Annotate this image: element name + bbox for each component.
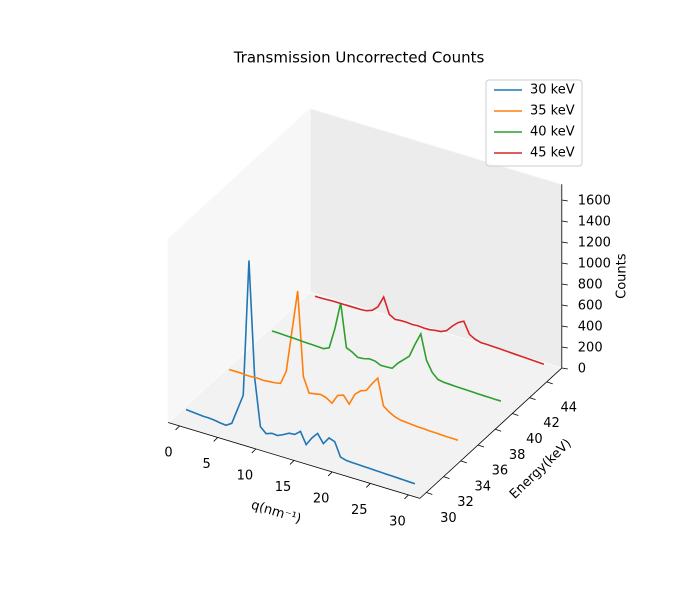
x-tick [404,494,409,500]
y-tick [512,413,519,416]
z-tick [561,199,568,202]
y-tick-label: 32 [457,495,474,510]
z-tick-label: 1000 [578,257,611,272]
y-tick [529,397,536,401]
z-tick-label: 0 [578,362,586,377]
legend-label: 40 keV [530,125,575,140]
x-tick-label: 25 [351,503,368,518]
z-tick [561,367,568,370]
z-tick-label: 1200 [578,236,611,251]
z-tick-label: 400 [578,320,603,335]
y-tick [443,476,450,480]
z-tick-label: 200 [578,341,603,356]
x-tick [327,471,333,477]
legend-label: 45 keV [530,146,575,161]
chart-title: Transmission Uncorrected Counts [233,49,485,67]
x-tick-label: 0 [164,445,172,460]
z-tick [561,283,568,286]
y-tick-label: 40 [526,432,543,447]
x-tick-label: 30 [389,514,406,529]
y-tick-label: 42 [543,416,560,431]
series-line [271,302,502,402]
y-tick [546,381,553,385]
series-line [314,295,545,365]
y-tick [477,444,485,448]
z-tick [561,220,568,223]
series-line [228,290,459,442]
z-tick [561,346,568,349]
z-tick [561,325,568,328]
legend-label: 30 keV [530,83,575,98]
y-axis [419,367,563,499]
z-tick-label: 600 [578,299,603,314]
x-tick [289,460,295,465]
x-tick [175,425,180,431]
y-tick [460,460,467,464]
z-tick [561,262,568,265]
y-tick-label: 30 [440,511,457,526]
x-axis-label: q(nm⁻¹) [249,498,303,527]
z-axis-label: Counts [614,253,629,299]
y-tick-label: 44 [560,400,577,415]
x-tick [213,437,218,442]
y-tick-label: 36 [492,464,509,479]
x-tick-label: 5 [203,457,211,472]
z-tick [561,241,568,244]
y-tick [426,492,433,495]
x-tick-label: 20 [313,491,330,506]
y-tick-label: 34 [474,479,491,494]
y-tick-label: 38 [509,448,526,463]
legend-label: 35 keV [530,104,575,119]
z-tick-label: 1600 [578,194,611,209]
z-tick [561,304,568,307]
x-tick [251,448,257,454]
x-tick-label: 10 [237,468,254,483]
series-line [185,260,416,485]
x-tick [366,483,371,488]
z-tick-label: 800 [578,278,603,293]
x-tick-label: 15 [275,480,292,495]
legend-box [485,79,583,167]
z-tick-label: 1400 [578,215,611,230]
y-tick [495,428,502,432]
legend: 30 keV 35 keV 40 keV 45 keV [485,79,583,167]
